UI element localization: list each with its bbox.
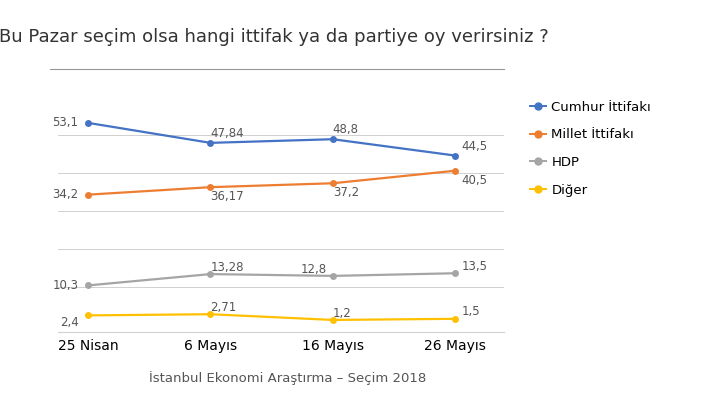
- Legend: Cumhur İttifakı, Millet İttifakı, HDP, Diğer: Cumhur İttifakı, Millet İttifakı, HDP, D…: [525, 96, 657, 202]
- HDP: [84, 283, 92, 288]
- Cumhur İttifakı: [451, 153, 459, 158]
- Text: 40,5: 40,5: [462, 174, 487, 187]
- Text: 13,28: 13,28: [210, 261, 244, 274]
- Cumhur İttifakı: [328, 137, 337, 142]
- Text: 47,84: 47,84: [210, 127, 244, 140]
- Text: 48,8: 48,8: [333, 123, 359, 136]
- Cumhur İttifakı: [206, 141, 215, 145]
- Line: Cumhur İttifakı: Cumhur İttifakı: [85, 119, 459, 159]
- Text: Bu Pazar seçim olsa hangi ittifak ya da partiye oy verirsiniz ?: Bu Pazar seçim olsa hangi ittifak ya da …: [0, 28, 549, 46]
- Cumhur İttifakı: [84, 120, 92, 125]
- Diğer: [206, 312, 215, 317]
- Diğer: [328, 318, 337, 322]
- Text: 2,4: 2,4: [60, 316, 78, 329]
- Text: 10,3: 10,3: [53, 279, 78, 292]
- Line: Diğer: Diğer: [85, 311, 459, 324]
- HDP: [206, 272, 215, 277]
- Millet İttifakı: [206, 185, 215, 190]
- Text: 1,2: 1,2: [333, 307, 351, 320]
- Text: İstanbul Ekonomi Araştırma – Seçim 2018: İstanbul Ekonomi Araştırma – Seçim 2018: [149, 371, 427, 385]
- Diğer: [451, 316, 459, 321]
- Text: 12,8: 12,8: [300, 262, 327, 275]
- Millet İttifakı: [451, 168, 459, 173]
- Line: HDP: HDP: [85, 270, 459, 289]
- Text: 36,17: 36,17: [210, 190, 244, 203]
- Text: 53,1: 53,1: [53, 116, 78, 129]
- Millet İttifakı: [328, 181, 337, 185]
- Line: Millet İttifakı: Millet İttifakı: [85, 167, 459, 198]
- Diğer: [84, 313, 92, 318]
- Text: 2,71: 2,71: [210, 301, 237, 314]
- Text: 13,5: 13,5: [462, 260, 487, 273]
- Text: 1,5: 1,5: [462, 305, 480, 318]
- Text: 37,2: 37,2: [333, 186, 359, 199]
- HDP: [328, 273, 337, 278]
- Text: 34,2: 34,2: [53, 188, 78, 201]
- Millet İttifakı: [84, 192, 92, 197]
- HDP: [451, 271, 459, 276]
- Text: 44,5: 44,5: [462, 140, 487, 153]
